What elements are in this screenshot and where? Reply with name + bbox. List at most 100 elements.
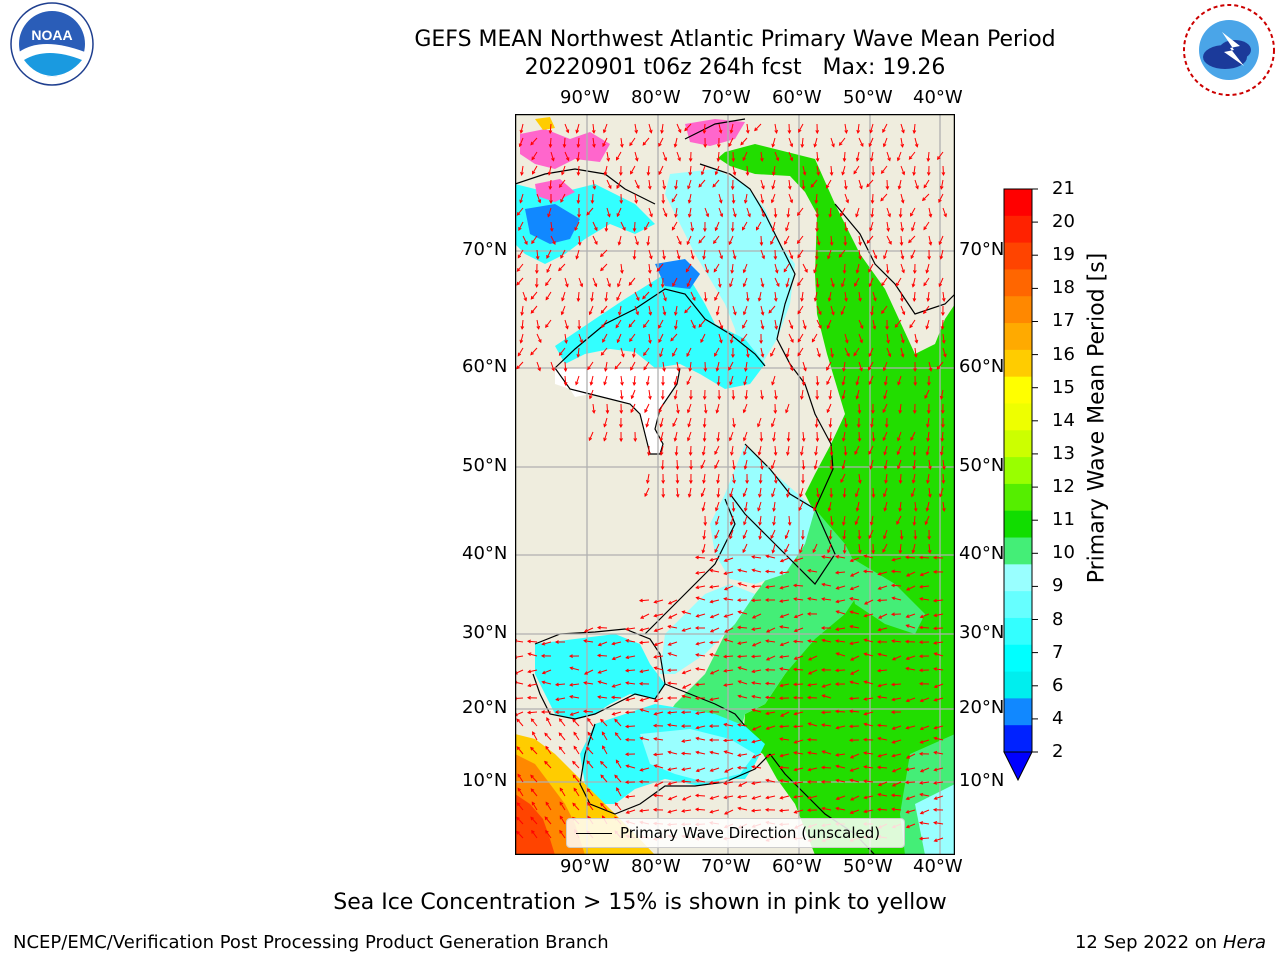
wave-arrow-head: [912, 522, 917, 527]
wave-arrow-head: [876, 668, 881, 673]
wave-arrow: [559, 718, 566, 727]
wave-arrow: [900, 333, 904, 343]
wave-arrow: [738, 807, 748, 811]
wave-arrow: [900, 263, 905, 273]
wave-arrow: [920, 781, 930, 784]
wave-arrow-head: [896, 451, 901, 456]
wave-arrow: [773, 431, 776, 441]
wave-arrow: [604, 165, 608, 175]
wave-arrow-head: [545, 324, 549, 329]
wave-arrow: [530, 137, 538, 146]
wave-arrow-head: [737, 806, 742, 811]
wave-arrow: [724, 809, 734, 815]
wave-arrow-head: [632, 228, 637, 233]
wave-arrow: [542, 641, 552, 645]
wave-arrow: [743, 445, 748, 455]
wave-arrow-head: [758, 480, 763, 485]
wave-arrow: [768, 305, 776, 314]
wave-arrow: [550, 235, 556, 245]
wave-arrow: [752, 695, 762, 699]
wave-arrow: [814, 459, 818, 469]
wave-arrow: [822, 724, 832, 727]
wave-arrow-head: [675, 494, 680, 498]
wave-arrow-head: [742, 409, 747, 414]
wave-arrow-head: [712, 183, 717, 188]
wave-arrow-head: [652, 807, 657, 812]
wave-arrow: [897, 375, 902, 385]
wave-arrow: [746, 123, 749, 133]
wave-arrow: [886, 333, 889, 343]
wave-arrow: [675, 445, 678, 456]
wave-arrow: [766, 585, 776, 588]
wave-arrow-head: [933, 667, 938, 671]
wave-arrow: [616, 291, 622, 301]
wave-arrow-head: [695, 736, 700, 741]
wave-arrow-head: [687, 437, 691, 442]
wave-arrow: [559, 746, 566, 755]
wave-arrow-head: [729, 129, 734, 134]
wave-arrow: [858, 543, 861, 553]
wave-arrow: [760, 305, 764, 315]
wave-arrow: [829, 417, 832, 428]
wave-arrow-head: [638, 779, 643, 784]
wave-arrow-head: [723, 668, 728, 673]
wave-arrow-head: [642, 324, 647, 329]
wave-arrow: [696, 613, 706, 617]
wave-arrow: [530, 347, 538, 356]
wave-arrow-head: [941, 480, 946, 485]
wave-arrow-head: [723, 571, 728, 576]
wave-arrow: [564, 375, 567, 386]
wave-arrow-head: [695, 725, 700, 730]
wave-arrow: [668, 625, 678, 629]
wave-arrow-head: [517, 254, 522, 259]
wave-arrow-head: [737, 568, 742, 573]
wave-arrow: [922, 193, 930, 201]
wave-arrow-head: [686, 381, 690, 386]
wave-arrow-head: [773, 297, 778, 302]
wave-arrow-head: [840, 212, 844, 217]
wave-arrow-head: [910, 493, 915, 498]
wave-arrow: [751, 809, 762, 812]
wave-arrow: [682, 767, 692, 771]
wave-arrow-head: [928, 213, 933, 218]
wave-arrow: [844, 179, 847, 189]
wave-arrow-head: [932, 626, 937, 631]
wave-arrow-head: [918, 625, 923, 630]
colorbar-segment: [1004, 510, 1032, 539]
wave-arrow: [940, 179, 944, 189]
wave-arrow: [870, 459, 874, 469]
wave-arrow-head: [870, 214, 875, 218]
wave-arrow: [913, 445, 916, 456]
footer-organization: NCEP/EMC/Verification Post Processing Pr…: [13, 932, 609, 953]
wave-arrow-head: [703, 228, 707, 233]
wave-arrow: [686, 375, 692, 385]
wave-arrow-head: [786, 451, 790, 456]
wave-arrow: [827, 319, 832, 329]
wave-arrow-head: [621, 353, 625, 358]
wave-arrow: [908, 235, 916, 243]
wave-arrow-head: [771, 227, 776, 232]
wave-arrow: [799, 543, 804, 553]
wave-arrow: [856, 263, 860, 273]
wave-arrow: [570, 667, 580, 671]
wave-arrow: [770, 529, 776, 539]
wave-arrow: [531, 151, 538, 160]
wave-arrow-head: [800, 144, 805, 149]
wave-arrow: [793, 683, 804, 685]
wave-arrow-head: [667, 796, 672, 801]
wave-arrow: [822, 598, 832, 601]
wave-arrow: [794, 557, 804, 562]
wave-arrow-head: [876, 598, 881, 603]
wave-arrow: [858, 361, 863, 371]
wave-arrow: [542, 669, 552, 674]
wave-arrow: [850, 809, 860, 814]
wave-arrow-head: [564, 339, 568, 344]
lat-tick-label: 60°N: [959, 356, 1005, 377]
wave-arrow: [546, 263, 552, 273]
wave-arrow-head: [854, 521, 859, 526]
wave-arrow-head: [905, 573, 910, 577]
wave-arrow-head: [702, 479, 706, 484]
wave-arrow-head: [941, 172, 946, 177]
wave-arrow-head: [731, 158, 736, 163]
wave-arrow: [674, 305, 678, 315]
